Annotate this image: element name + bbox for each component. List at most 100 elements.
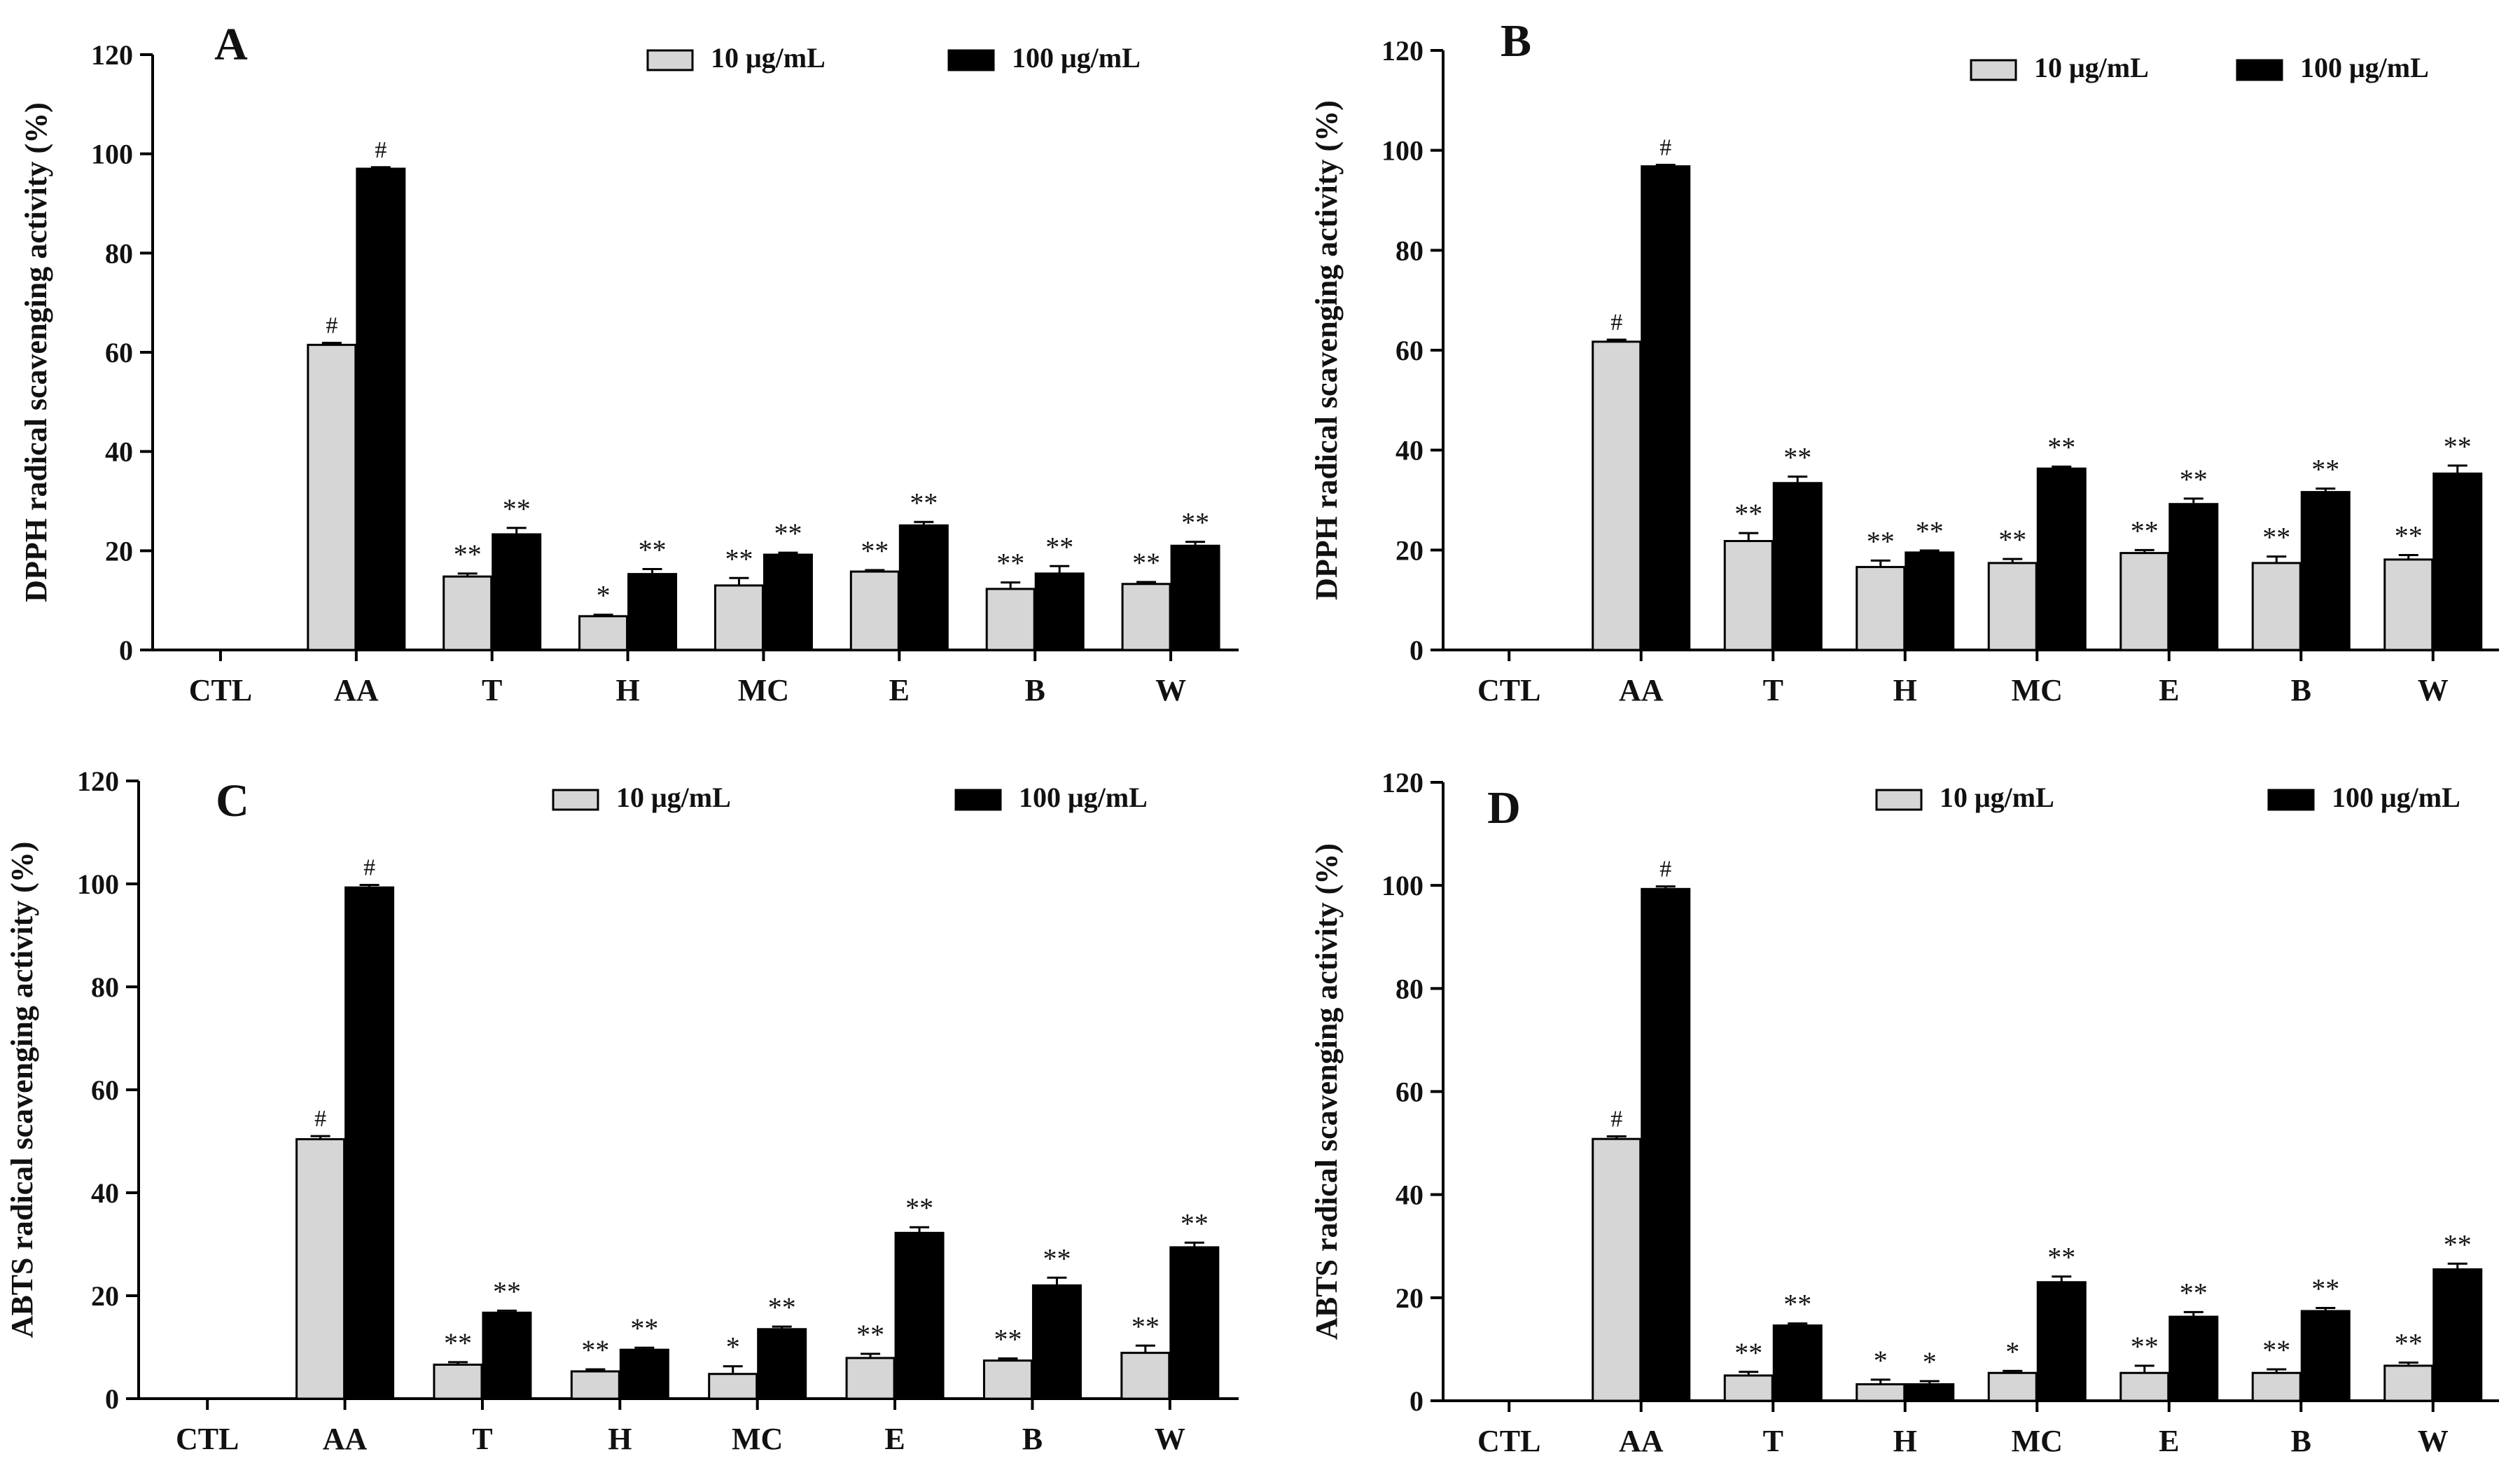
bar-b-low-mc — [1987, 562, 2038, 651]
significance-label: ** — [1043, 1242, 1071, 1274]
significance-label: ** — [639, 534, 667, 566]
chart-panel-c: C 0 20 40 60 80 100 120 ABTS radical scavenging … — [5, 766, 1239, 1456]
significance-label: * — [2005, 1336, 2019, 1367]
x-tick-label: CTL — [1477, 673, 1540, 707]
significance-label: ** — [910, 487, 938, 518]
significance-label: ** — [994, 1324, 1022, 1355]
bar-c-high-mc — [757, 1328, 807, 1400]
y-tick-label: 100 — [1381, 135, 1423, 167]
significance-label: ** — [2180, 464, 2208, 495]
x-tick-label: T — [482, 673, 502, 707]
x-tick-label: H — [615, 673, 639, 707]
bar-c-high-h — [619, 1348, 669, 1400]
panel-letter: C — [216, 775, 249, 826]
chart-panel-d: D 0 20 40 60 80 100 120 ABTS radical scavenging … — [1309, 767, 2499, 1458]
bar-c-high-aa — [344, 886, 395, 1400]
significance-label: ** — [1132, 1310, 1160, 1342]
legend-label-high: 100 μg/mL — [1019, 782, 1148, 813]
significance-label: ** — [2395, 1328, 2423, 1359]
bar-d-high-e — [2169, 1315, 2219, 1402]
x-tick-label: H — [608, 1422, 632, 1456]
y-axis-title: ABTS radical scavenging activity (%) — [5, 842, 39, 1338]
significance-label: ** — [2262, 522, 2290, 553]
y-tick-label: 60 — [1395, 1076, 1423, 1108]
bar-c-low-b — [982, 1359, 1033, 1400]
bar-b-low-w — [2383, 558, 2434, 651]
y-tick-label: 100 — [91, 139, 133, 170]
y-axis-title: ABTS radical scavenging activity (%) — [1309, 843, 1344, 1340]
x-tick-label: CTL — [1477, 1424, 1540, 1458]
y-tick-label: 0 — [105, 1383, 119, 1415]
legend-label-high: 100 μg/mL — [2332, 782, 2460, 813]
legend-label-high: 100 μg/mL — [2300, 52, 2429, 83]
significance-label: ** — [774, 518, 802, 549]
x-tick-label: B — [2291, 673, 2311, 707]
significance-label: # — [1659, 134, 1671, 160]
x-tick-label: T — [472, 1422, 492, 1456]
bar-b-low-h — [1856, 566, 1906, 651]
x-tick-label: W — [2418, 673, 2449, 707]
chart-panel-b: B 0 20 40 60 80 100 120 DPPH radical scavenging … — [1309, 15, 2499, 707]
legend-swatch-low — [646, 49, 694, 71]
significance-label: ** — [2311, 454, 2339, 485]
significance-label: ** — [1783, 441, 1811, 473]
x-tick-label: H — [1893, 1424, 1917, 1458]
bar-b-low-b — [2251, 562, 2302, 651]
x-tick-label: CTL — [189, 673, 252, 707]
bar-d-high-w — [2432, 1268, 2483, 1402]
x-tick-label: B — [1022, 1422, 1043, 1456]
significance-label: ** — [856, 1319, 884, 1350]
legend-swatch-high — [947, 49, 995, 71]
significance-label: ** — [493, 1275, 521, 1307]
bar-b-high-w — [2432, 472, 2483, 651]
bar-d-high-mc — [2036, 1281, 2087, 1402]
y-tick-label: 80 — [1395, 973, 1423, 1004]
bar-a-high-mc — [763, 553, 813, 651]
bar-a-low-w — [1121, 583, 1171, 651]
significance-label: # — [1610, 1107, 1622, 1133]
bar-d-high-b — [2300, 1310, 2351, 1402]
x-tick-label: E — [884, 1422, 905, 1456]
bar-a-high-b — [1034, 572, 1085, 651]
bar-d-low-h — [1856, 1383, 1906, 1402]
bar-c-low-mc — [708, 1373, 758, 1400]
y-tick-label: 20 — [91, 1280, 119, 1312]
x-tick-label: B — [2291, 1424, 2311, 1458]
x-tick-label: W — [1155, 1422, 1185, 1456]
x-tick-label: E — [2159, 1424, 2179, 1458]
legend-swatch-low — [552, 789, 599, 811]
y-tick-label: 0 — [119, 635, 133, 666]
significance-label: ** — [2444, 431, 2472, 462]
significance-label: ** — [1998, 524, 2026, 555]
significance-label: ** — [725, 543, 753, 574]
significance-label: ** — [2047, 1242, 2075, 1273]
legend-label-low: 10 μg/mL — [1940, 782, 2054, 813]
significance-label: ** — [1045, 531, 1073, 562]
chart-panel-a: A 0 20 40 60 80 100 120 DPPH radical scavenging … — [19, 19, 1239, 707]
significance-label: ** — [2131, 1331, 2159, 1362]
y-tick-label: 60 — [1395, 335, 1423, 366]
significance-label: ** — [861, 535, 889, 567]
y-tick-label: 120 — [91, 39, 133, 71]
significance-label: ** — [454, 539, 482, 570]
bar-d-low-b — [2251, 1371, 2302, 1402]
significance-label: ** — [2047, 431, 2075, 463]
y-tick-label: 40 — [105, 436, 133, 468]
x-tick-label: T — [1763, 673, 1783, 707]
significance-label: ** — [996, 548, 1024, 579]
significance-label: * — [597, 580, 611, 611]
significance-label: # — [375, 137, 387, 163]
significance-label: ** — [1734, 498, 1762, 529]
significance-label: ** — [768, 1292, 796, 1323]
y-tick-label: 0 — [1409, 1385, 1423, 1417]
bar-d-high-aa — [1641, 887, 1691, 1402]
bar-c-high-e — [894, 1231, 945, 1400]
bar-a-low-mc — [713, 584, 764, 651]
x-tick-label: MC — [2012, 673, 2063, 707]
legend-label-low: 10 μg/mL — [616, 782, 731, 813]
x-tick-label: W — [1155, 673, 1186, 707]
x-tick-label: AA — [1619, 673, 1664, 707]
y-tick-label: 0 — [1409, 635, 1423, 666]
significance-label: ** — [1734, 1337, 1762, 1369]
y-tick-label: 40 — [1395, 435, 1423, 466]
